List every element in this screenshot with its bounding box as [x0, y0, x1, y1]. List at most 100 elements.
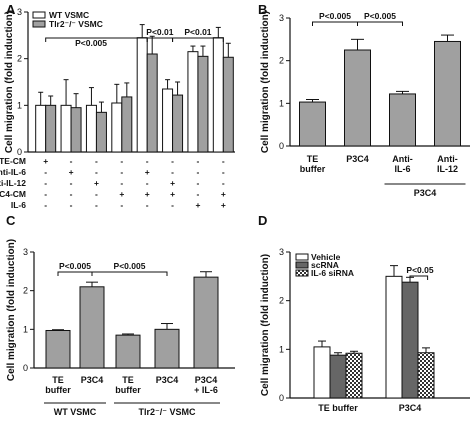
panel-a-condition-mark: + — [119, 189, 124, 199]
panel-a-condition-label: P3C4-CM — [0, 189, 26, 199]
panel-b-category-label: P3C4 — [346, 154, 369, 164]
panel-d-legend-swatch — [295, 261, 309, 269]
panel-a-condition-mark: - — [95, 156, 98, 166]
panel-a-condition-mark: - — [197, 167, 200, 177]
panel-d-bar-vehicle-2 — [385, 275, 403, 399]
panel-a-y-axis-label: Cell migration (fold induction) — [4, 11, 15, 153]
panel-d-bar-scrna-1 — [329, 354, 347, 399]
panel-a-bar-tlr2-4 — [121, 96, 133, 153]
panel-a-condition-mark: - — [70, 156, 73, 166]
panel-b-ytick-label: 2 — [279, 56, 284, 66]
panel-a-condition-mark: - — [120, 200, 123, 210]
panel-c-bar-3 — [115, 334, 141, 369]
panel-a-bar-tlr2-7 — [197, 55, 209, 153]
panel-b-sig-bracket-1-label: P<0.005 — [319, 11, 351, 21]
panel-a-sig-bracket-2-label: P<0.01 — [146, 27, 173, 37]
panel-c-sig-bracket-2-label: P<0.005 — [114, 261, 146, 271]
panel-c-bar-1 — [45, 329, 71, 369]
panel-a-bar-wt-1 — [35, 104, 47, 153]
panel-c-sig-bracket-1 — [57, 271, 93, 276]
panel-c-category-label: P3C4 — [156, 375, 179, 385]
panel-d-bar-scrna-2 — [401, 281, 419, 399]
panel-b-y-axis-label: Cell migration (fold induction) — [260, 11, 271, 153]
panel-a-condition-mark: - — [95, 167, 98, 177]
panel-b-ytick-label: 3 — [279, 13, 284, 23]
panel-a-legend-label: WT VSMC — [49, 10, 89, 20]
panel-d-bar-vehicle-1 — [313, 346, 331, 399]
panel-b-category-label: IL-6 — [394, 164, 410, 174]
panel-c-ytick-label: 1 — [23, 324, 28, 334]
panel-a-condition-mark: + — [69, 167, 74, 177]
panel-a-ytick-label: 3 — [17, 7, 22, 17]
panel-c-category-label: P3C4 — [81, 375, 104, 385]
panel-a-condition-mark: - — [171, 200, 174, 210]
panel-a-bar-wt-3 — [85, 104, 97, 153]
panel-a-condition-mark: - — [120, 167, 123, 177]
panel-a-condition-mark: - — [95, 189, 98, 199]
panel-d-category-label: TE buffer — [318, 403, 358, 413]
panel-c-category-label: buffer — [45, 385, 71, 395]
panel-d-legend-label: IL-6 siRNA — [311, 268, 354, 278]
panel-a-condition-mark: - — [70, 189, 73, 199]
panel-a-bar-wt-2 — [60, 104, 72, 153]
panel-a-condition-mark: + — [43, 156, 48, 166]
panel-a-bar-wt-7 — [187, 51, 199, 153]
panel-a-condition-mark: - — [222, 156, 225, 166]
panel-a-condition-mark: - — [44, 167, 47, 177]
panel-a-sig-bracket-3-label: P<0.01 — [184, 27, 211, 37]
panel-c-bar-4 — [154, 328, 180, 369]
panel-a-condition-mark: - — [197, 156, 200, 166]
panel-a-bar-wt-8 — [212, 37, 224, 153]
panel-b-group-label: P3C4 — [414, 188, 437, 198]
panel-b-category-label: buffer — [300, 164, 326, 174]
panel-a-legend-swatch — [32, 20, 46, 28]
panel-d-legend-label: scRNA — [311, 260, 339, 270]
panel-a-condition-mark: + — [195, 200, 200, 210]
panel-a-condition-mark: - — [44, 178, 47, 188]
panel-c-sig-bracket-2 — [91, 271, 168, 276]
panel-a-ytick-label: 0 — [17, 147, 22, 157]
panel-a-ytick-label: 1 — [17, 100, 22, 110]
panel-a-bar-wt-5 — [136, 37, 148, 153]
panel-a-bar-wt-4 — [111, 102, 123, 153]
panel-a-bar-tlr2-3 — [95, 111, 107, 153]
panel-d-bar-il-6-sirna-1 — [345, 352, 363, 399]
panel-a-condition-mark: - — [222, 178, 225, 188]
panel-d-ytick-label: 1 — [279, 344, 284, 354]
panel-b-bar-3 — [389, 93, 416, 147]
panel-a-condition-mark: - — [171, 156, 174, 166]
panel-a-sig-bracket-2 — [146, 37, 174, 42]
panel-d-sig-bracket-1 — [409, 275, 429, 280]
panel-b-bar-1 — [299, 101, 326, 147]
panel-a-legend-swatch — [32, 11, 46, 19]
panel-c-bar-2 — [79, 286, 105, 369]
panel-a-bar-tlr2-2 — [70, 107, 82, 153]
panel-a-condition-mark: + — [221, 200, 226, 210]
panel-a-condition-mark: - — [197, 178, 200, 188]
panel-a-condition-mark: - — [146, 200, 149, 210]
panel-c-group-label-2: Tlr2⁻/⁻ VSMC — [138, 407, 196, 417]
panel-d-ytick-label: 2 — [279, 296, 284, 306]
panel-c-letter: C — [6, 213, 16, 228]
panel-c-category-label: TE — [122, 375, 134, 385]
panel-b-category-label: TE — [307, 154, 319, 164]
panel-a-condition-label: TE-CM — [0, 156, 26, 166]
panel-a-condition-mark: - — [95, 200, 98, 210]
panel-d-legend-swatch — [295, 253, 309, 261]
panel-d-letter: D — [258, 213, 267, 228]
panel-b-ytick-label: 1 — [279, 98, 284, 108]
panel-b-category-label: IL-12 — [437, 164, 458, 174]
panel-a-condition-mark: + — [170, 178, 175, 188]
panel-a-condition-mark: - — [70, 178, 73, 188]
panel-a-condition-label: Anti-IL-6 — [0, 167, 26, 177]
panel-d-bar-il-6-sirna-2 — [417, 352, 435, 399]
panel-a-condition-mark: + — [145, 167, 150, 177]
panel-a-condition-mark: - — [44, 189, 47, 199]
panel-b-category-label: Anti- — [437, 154, 458, 164]
panel-d-category-label: P3C4 — [399, 403, 422, 413]
panel-a-condition-mark: - — [120, 178, 123, 188]
panel-c-category-label: P3C4 — [195, 375, 218, 385]
panel-d-sig-bracket-1-label: P<0.05 — [406, 265, 433, 275]
panel-a-condition-label: IL-6 — [11, 200, 26, 210]
panel-b-letter: B — [258, 2, 267, 17]
